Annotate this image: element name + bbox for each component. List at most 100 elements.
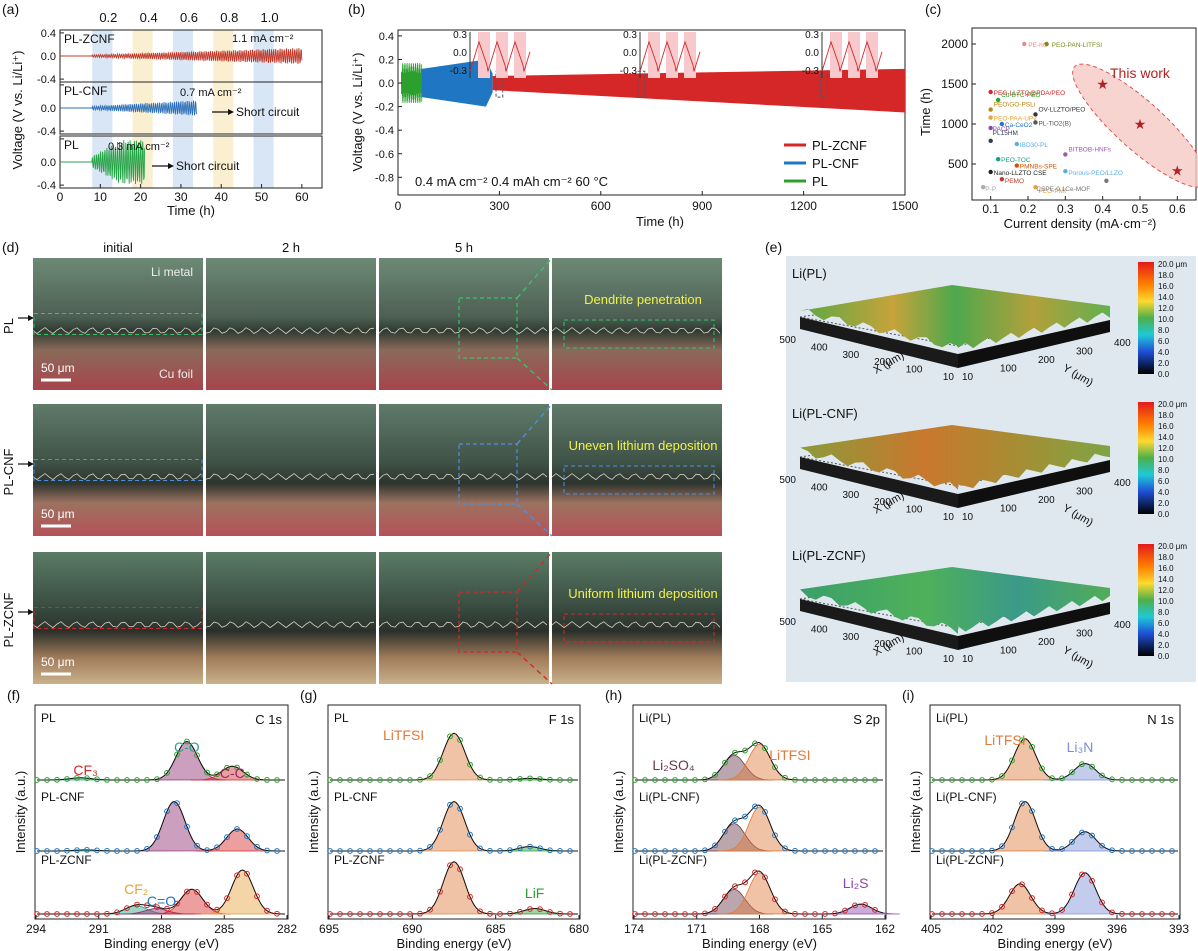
legend-label: PL-ZCNF [812, 138, 867, 153]
y-tick-label: 10 [962, 654, 974, 665]
core-level-label: S 2p [853, 712, 880, 727]
data-point [949, 777, 955, 783]
data-point [204, 901, 210, 908]
inset-tick-label: 0.0 [453, 48, 467, 59]
data-point [1029, 743, 1035, 750]
current-density-label: 0.2 [99, 10, 117, 25]
height-surface [800, 567, 1110, 634]
data-point [164, 808, 170, 815]
data-point [852, 777, 858, 783]
trace-label: Li(PL-CNF) [936, 790, 997, 804]
current-step-band [253, 82, 274, 134]
surface-side [958, 602, 1110, 650]
colorbar [1138, 402, 1154, 514]
data-point [1089, 877, 1095, 884]
data-point [497, 847, 503, 854]
zoom-box [458, 591, 518, 653]
arrow-head [168, 163, 174, 169]
data-point [1089, 832, 1095, 839]
data-point [712, 906, 718, 912]
y-tick-label: -0.2 [375, 102, 394, 114]
data-point [367, 777, 373, 783]
data-point [702, 910, 708, 917]
data-point [357, 911, 363, 917]
arrow-head [228, 109, 234, 115]
data-point [557, 848, 563, 854]
data-point [164, 905, 170, 912]
fitted-peak [132, 801, 214, 852]
y-tick-label: 0.0 [379, 78, 394, 90]
height-surface [800, 425, 1110, 490]
data-point [497, 777, 503, 783]
panel-b-long-cycling: (b) 0.3 0.0 -0.3 0.3 0.0 -0.3 0.3 0.0 -0.3 0.4 0.2 0… [348, 1, 919, 229]
panel-letter: (e) [765, 239, 782, 255]
data-point [1009, 824, 1015, 831]
data-point [134, 777, 140, 783]
interface-outline [33, 458, 203, 482]
data-point [642, 848, 648, 854]
data-point [652, 911, 658, 917]
data-point [969, 911, 975, 917]
data-point [1019, 737, 1025, 744]
y-tick-label: 400 [1114, 620, 1131, 631]
data-point [1039, 907, 1045, 914]
x-axis-label: Binding energy (eV) [998, 936, 1113, 951]
data-point [872, 906, 878, 913]
data-point [367, 911, 373, 917]
data-point [234, 872, 240, 879]
data-point [417, 776, 423, 783]
x-tick-label: 282 [277, 922, 297, 936]
data-point [507, 910, 513, 917]
x-axis-label: Binding energy (eV) [397, 936, 512, 951]
data-point [802, 848, 808, 854]
data-point [1169, 848, 1175, 854]
reference-label: PACP [993, 126, 1010, 133]
y-tick-label: 200 [1038, 495, 1055, 506]
column-label: 5 h [455, 240, 473, 255]
surface-side [958, 320, 1110, 368]
data-point [497, 911, 503, 917]
reference-point [995, 97, 1001, 103]
reference-label: PMNBs-SPE [1020, 164, 1058, 171]
column-label: 2 h [282, 240, 300, 255]
deposit-line [378, 327, 548, 335]
colorbar-tick-label: 20.0 μm [1158, 260, 1187, 269]
y-tick-label: 400 [1114, 338, 1131, 349]
x-axis-label: Binding energy (eV) [702, 936, 817, 951]
data-point [1119, 911, 1125, 917]
data-point [357, 777, 363, 783]
data-point [527, 906, 533, 912]
inset-trace [469, 40, 531, 72]
data-point [347, 848, 353, 854]
zoom-box [458, 443, 518, 505]
deposit-line [378, 473, 548, 481]
data-point [184, 823, 190, 830]
voltage-trace [60, 100, 198, 116]
data-point [367, 848, 373, 854]
data-point [682, 848, 688, 854]
current-note: 1.1 mA cm⁻² [232, 33, 294, 45]
sample-label: PL-ZCNF [64, 32, 115, 46]
x-tick-label: 285 [214, 922, 234, 936]
data-point [264, 777, 270, 783]
data-point [74, 847, 80, 854]
data-point [842, 848, 848, 854]
y-tick-label: 100 [1000, 646, 1017, 657]
current-step-band [172, 30, 194, 82]
x-tick-label: 680 [569, 922, 589, 936]
y-tick-label: 0.4 [379, 31, 394, 43]
data-point [224, 764, 230, 771]
data-point [989, 910, 995, 916]
fitted-peak [978, 883, 1059, 915]
colorbar-tick-label: 10.0 [1158, 597, 1174, 606]
data-point [702, 847, 708, 854]
x-tick-label: 174 [624, 922, 644, 936]
data-point [1139, 911, 1145, 917]
data-point [842, 777, 848, 783]
x-tick-label: 10 [943, 512, 955, 523]
deposit-line [205, 327, 375, 335]
data-point [447, 733, 453, 740]
data-point [274, 777, 280, 783]
data-point [662, 911, 668, 917]
x-tick-label: 300 [843, 632, 860, 643]
